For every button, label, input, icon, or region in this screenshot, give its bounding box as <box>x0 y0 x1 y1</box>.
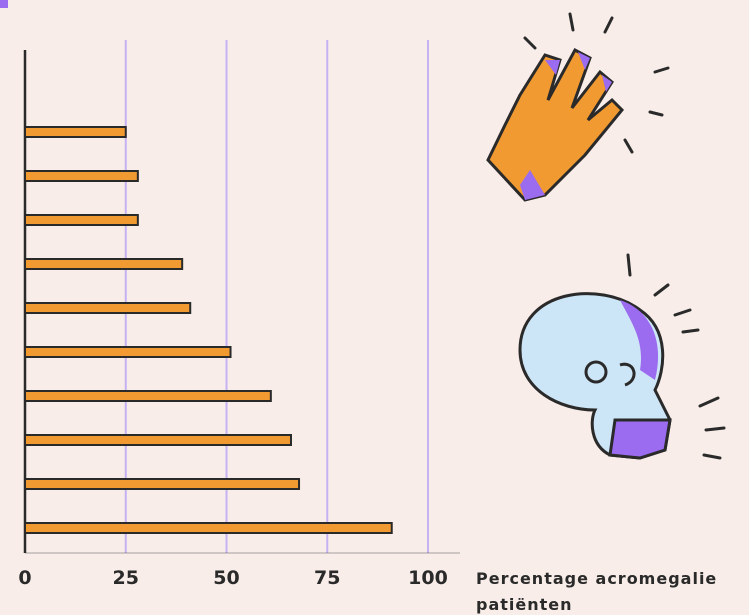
bar <box>24 302 192 314</box>
bar <box>24 126 127 138</box>
bar <box>24 478 301 490</box>
x-tick-label: 0 <box>18 567 31 589</box>
x-tick-label: 100 <box>408 567 448 589</box>
x-tick-label: 75 <box>314 567 340 589</box>
x-tick-label: 25 <box>113 567 139 589</box>
bar <box>24 522 393 534</box>
bar <box>24 390 272 402</box>
bar <box>24 258 184 270</box>
bar <box>24 434 292 446</box>
bar <box>24 346 232 358</box>
hand-icon <box>486 12 670 202</box>
x-tick-label: 50 <box>213 567 239 589</box>
x-axis-label: Percentage acromegalie patiënten <box>476 569 718 614</box>
bar <box>24 170 139 182</box>
bar <box>24 214 139 226</box>
corner-mark <box>0 0 8 8</box>
skull-icon <box>518 253 726 460</box>
